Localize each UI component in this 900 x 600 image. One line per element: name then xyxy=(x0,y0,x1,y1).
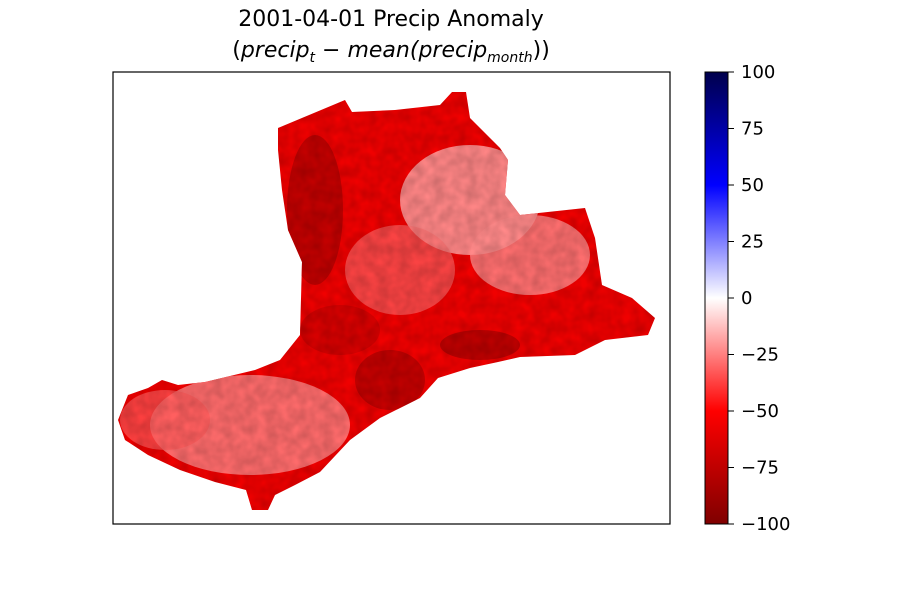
colorbar xyxy=(704,71,729,525)
colorbar-tick-label: −75 xyxy=(741,458,779,479)
colorbar-tick-label: 50 xyxy=(741,175,764,196)
colorbar-tick-label: −100 xyxy=(741,514,790,535)
colorbar-tick-label: 75 xyxy=(741,119,764,140)
colorbar-tick-label: 0 xyxy=(741,288,752,309)
colorbar-tick-label: 25 xyxy=(741,232,764,253)
colorbar-tick-label: −50 xyxy=(741,401,779,422)
chart-subtitle-formula: (precipt − mean(precipmonth)) xyxy=(232,38,550,66)
colorbar-tick-label: −25 xyxy=(741,345,779,366)
chart-title: 2001-04-01 Precip Anomaly xyxy=(238,7,544,32)
colorbar-ticks: 100 75 50 25 0 −25 −50 −75 −100 xyxy=(728,62,790,535)
colorbar-tick-label: 100 xyxy=(741,62,775,83)
